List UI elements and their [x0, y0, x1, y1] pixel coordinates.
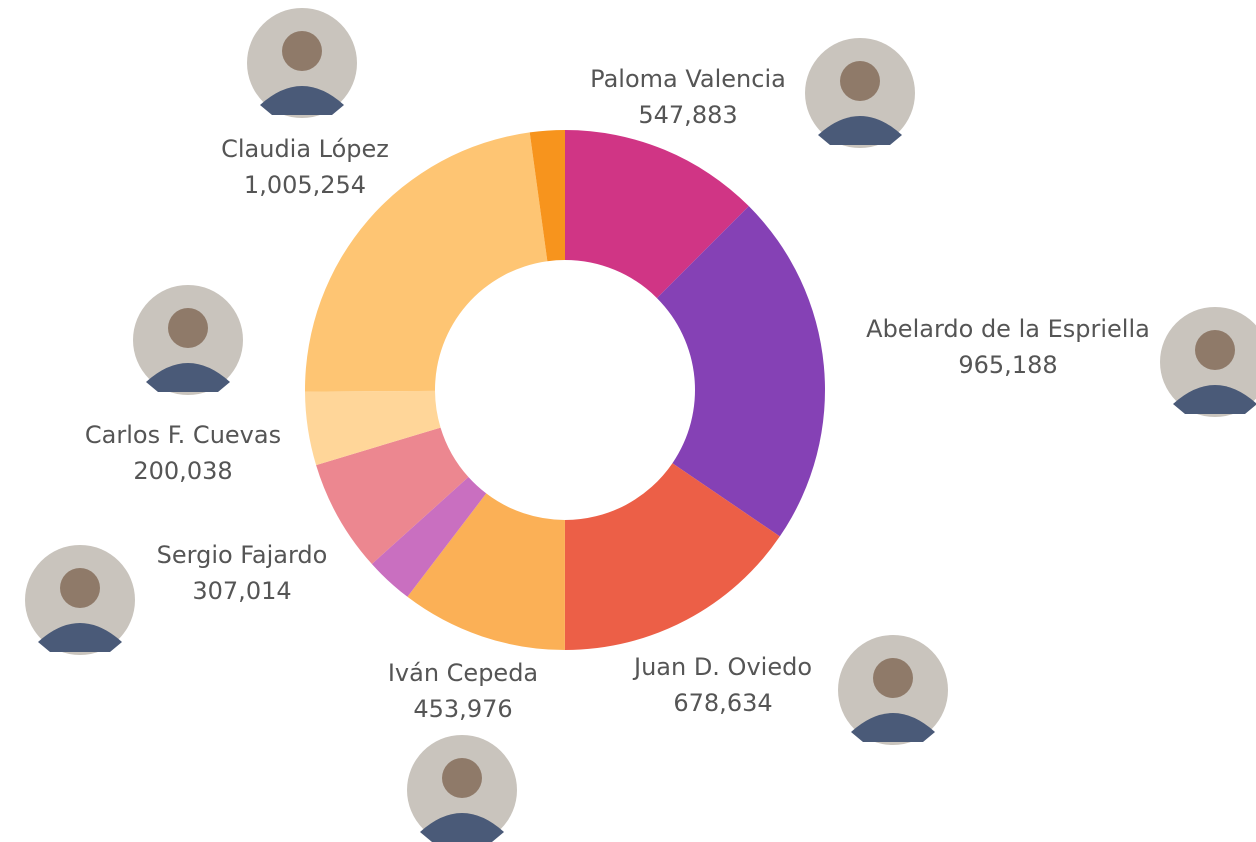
photo-head [168, 308, 208, 348]
slice-value: 453,976 [413, 695, 512, 723]
photo-head [442, 758, 482, 798]
slice-value: 678,634 [673, 689, 772, 717]
slice-label: Paloma Valencia [590, 65, 786, 93]
slice-value: 547,883 [638, 101, 737, 129]
photo-head [840, 61, 880, 101]
photo-head [1195, 330, 1235, 370]
slice-label: Sergio Fajardo [157, 541, 328, 569]
slice-label: Claudia López [221, 135, 389, 163]
photo-head [282, 31, 322, 71]
slice-label: Juan D. Oviedo [632, 653, 812, 681]
slice-label: Abelardo de la Espriella [866, 315, 1150, 343]
photo-head [60, 568, 100, 608]
slice-value: 307,014 [192, 577, 291, 605]
photo-head [873, 658, 913, 698]
slice-label: Carlos F. Cuevas [85, 421, 281, 449]
slice-label: Iván Cepeda [388, 659, 538, 687]
slice-value: 1,005,254 [244, 171, 366, 199]
chart: Paloma Valencia 547,883 Abelardo de la Esp… [0, 0, 1256, 842]
slice-value: 965,188 [958, 351, 1057, 379]
slice-value: 200,038 [133, 457, 232, 485]
